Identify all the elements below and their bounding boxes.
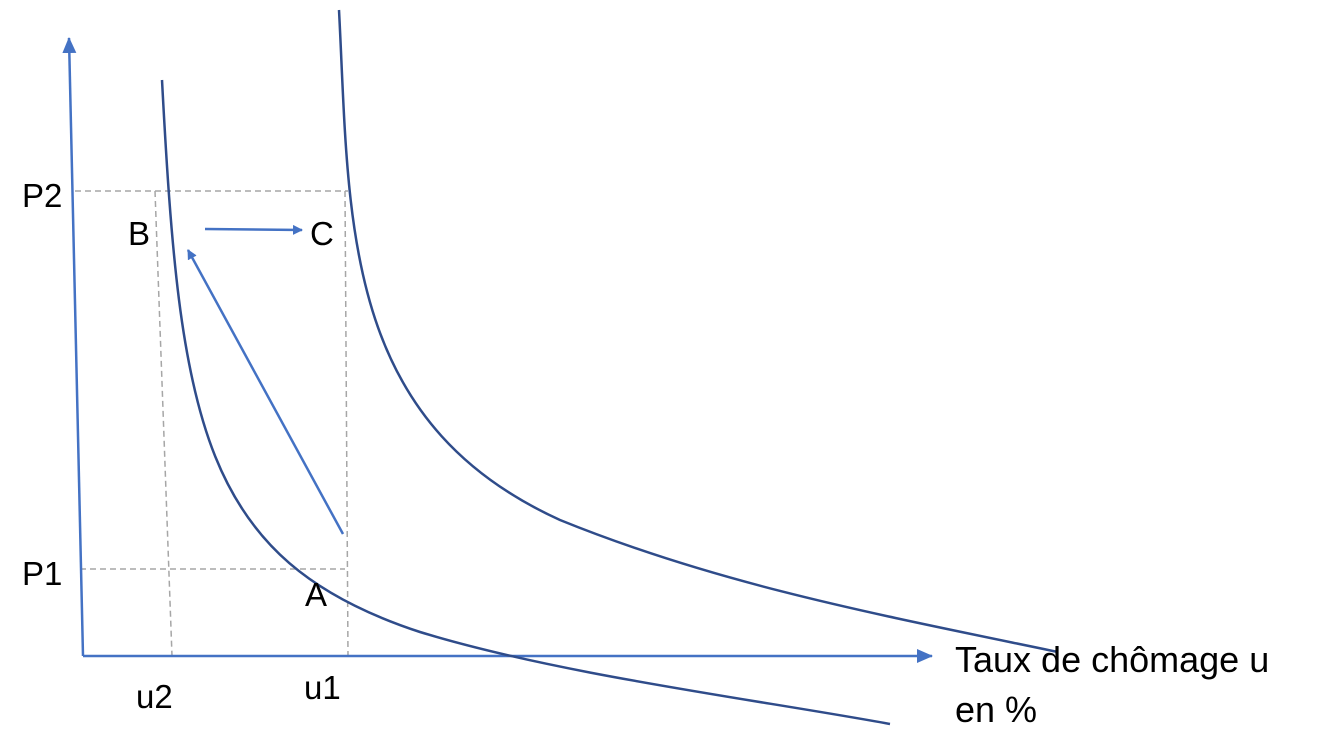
p2-label: P2 (22, 177, 62, 214)
point-a-label: A (305, 576, 327, 613)
u1-guide-line (344, 190, 349, 657)
arrow-b-to-c (204, 224, 303, 235)
u1-label: u1 (304, 669, 341, 706)
x-axis-title-line2: en % (955, 689, 1037, 730)
guide-lines (75, 190, 349, 657)
u2-guide-line (154, 190, 173, 657)
p1-label: P1 (22, 555, 62, 592)
x-axis-title-line1: Taux de chômage u (955, 639, 1269, 680)
phillips-curve-initial (160, 79, 891, 726)
point-c-label: C (310, 215, 334, 252)
point-b-label: B (128, 215, 150, 252)
y-axis (62, 37, 85, 657)
u2-label: u2 (136, 678, 173, 715)
arrow-a-to-b (186, 249, 345, 535)
phillips-curve-shifted (337, 9, 1059, 654)
